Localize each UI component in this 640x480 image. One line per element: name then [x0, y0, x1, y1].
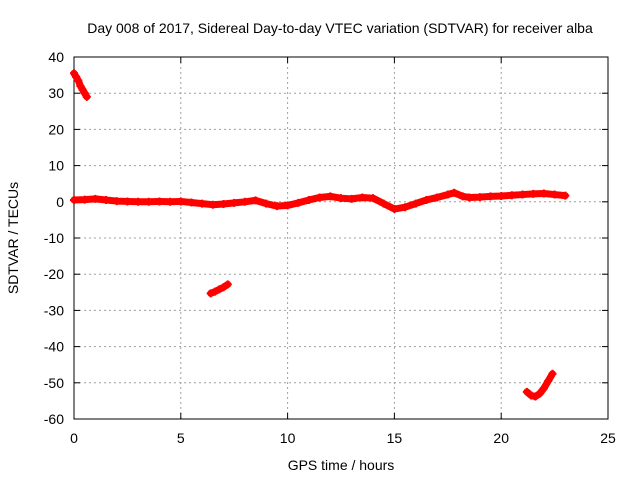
data-point	[176, 197, 185, 206]
series-segment-mid	[206, 280, 232, 298]
y-tick-label: 0	[56, 194, 64, 210]
data-point	[208, 200, 217, 209]
data-point	[210, 287, 219, 296]
data-point	[369, 194, 378, 203]
data-point	[358, 193, 367, 202]
series-segment-start	[70, 69, 91, 101]
x-tick-label: 5	[177, 430, 185, 446]
data-point	[223, 280, 232, 289]
data-point	[518, 190, 527, 199]
series-main	[70, 188, 570, 214]
data-point	[458, 192, 467, 201]
y-tick-label: -50	[44, 375, 64, 391]
data-point	[465, 193, 474, 202]
data-point	[91, 194, 100, 203]
y-tick-label: -40	[44, 339, 64, 355]
data-point	[206, 289, 215, 298]
data-point	[215, 285, 224, 294]
data-point	[443, 190, 452, 199]
data-point	[550, 190, 559, 199]
data-point	[522, 387, 531, 396]
y-tick-label: 10	[48, 158, 64, 174]
y-tick-label: 30	[48, 85, 64, 101]
y-tick-label: -30	[44, 302, 64, 318]
data-point	[134, 197, 143, 206]
data-point	[283, 201, 292, 210]
data-point	[529, 189, 538, 198]
data-point	[544, 376, 553, 385]
data-point	[219, 283, 228, 292]
data-point	[535, 389, 544, 398]
data-point	[326, 192, 335, 201]
data-point	[379, 199, 388, 208]
y-axis-ticks: -60 -50 -40 -30 -20 -10 0 10 20 30 40	[44, 49, 608, 427]
data-point	[315, 193, 324, 202]
data-point	[548, 369, 557, 378]
data-point	[74, 76, 83, 85]
data-point	[155, 197, 164, 206]
data-point	[82, 92, 91, 101]
data-point	[486, 192, 495, 201]
data-point	[102, 195, 111, 204]
data-series	[70, 69, 570, 401]
data-point	[230, 198, 239, 207]
data-point	[411, 199, 420, 208]
data-point	[166, 197, 175, 206]
y-tick-label: -60	[44, 411, 64, 427]
data-point	[198, 199, 207, 208]
data-point	[272, 202, 281, 211]
data-point	[497, 192, 506, 201]
y-tick-label: 20	[48, 121, 64, 137]
x-axis-ticks: 0 5 10 15 20 25	[70, 57, 616, 446]
data-point	[294, 198, 303, 207]
x-tick-label: 25	[600, 430, 616, 446]
data-point	[507, 191, 516, 200]
data-point	[539, 189, 548, 198]
y-axis-label: SDTVAR / TECUs	[5, 182, 21, 294]
data-point	[347, 194, 356, 203]
data-point	[450, 188, 459, 197]
data-point	[539, 384, 548, 393]
data-point	[475, 193, 484, 202]
data-point	[262, 199, 271, 208]
data-point	[70, 195, 78, 204]
data-point	[144, 197, 153, 206]
data-point	[251, 196, 260, 205]
data-point	[337, 194, 345, 203]
data-point	[240, 197, 249, 206]
y-tick-label: 40	[48, 49, 64, 65]
data-point	[304, 195, 313, 204]
y-tick-label: -10	[44, 230, 64, 246]
y-tick-label: -20	[44, 266, 64, 282]
data-point	[527, 391, 536, 400]
x-tick-label: 10	[280, 430, 296, 446]
data-point	[219, 199, 228, 208]
series-segment-end	[522, 369, 557, 401]
data-point	[187, 198, 196, 207]
data-point	[401, 203, 410, 212]
data-point	[112, 197, 121, 206]
x-tick-label: 20	[493, 430, 509, 446]
data-point	[123, 197, 132, 206]
data-point	[531, 392, 540, 401]
x-tick-label: 15	[387, 430, 403, 446]
x-tick-label: 0	[70, 430, 78, 446]
x-axis-label: GPS time / hours	[288, 457, 395, 473]
grid-lines	[74, 57, 608, 419]
data-point	[390, 205, 399, 214]
data-point	[561, 191, 570, 200]
data-point	[80, 195, 89, 204]
data-point	[433, 193, 442, 202]
chart-title: Day 008 of 2017, Sidereal Day-to-day VTE…	[87, 20, 593, 36]
data-point	[422, 195, 431, 204]
